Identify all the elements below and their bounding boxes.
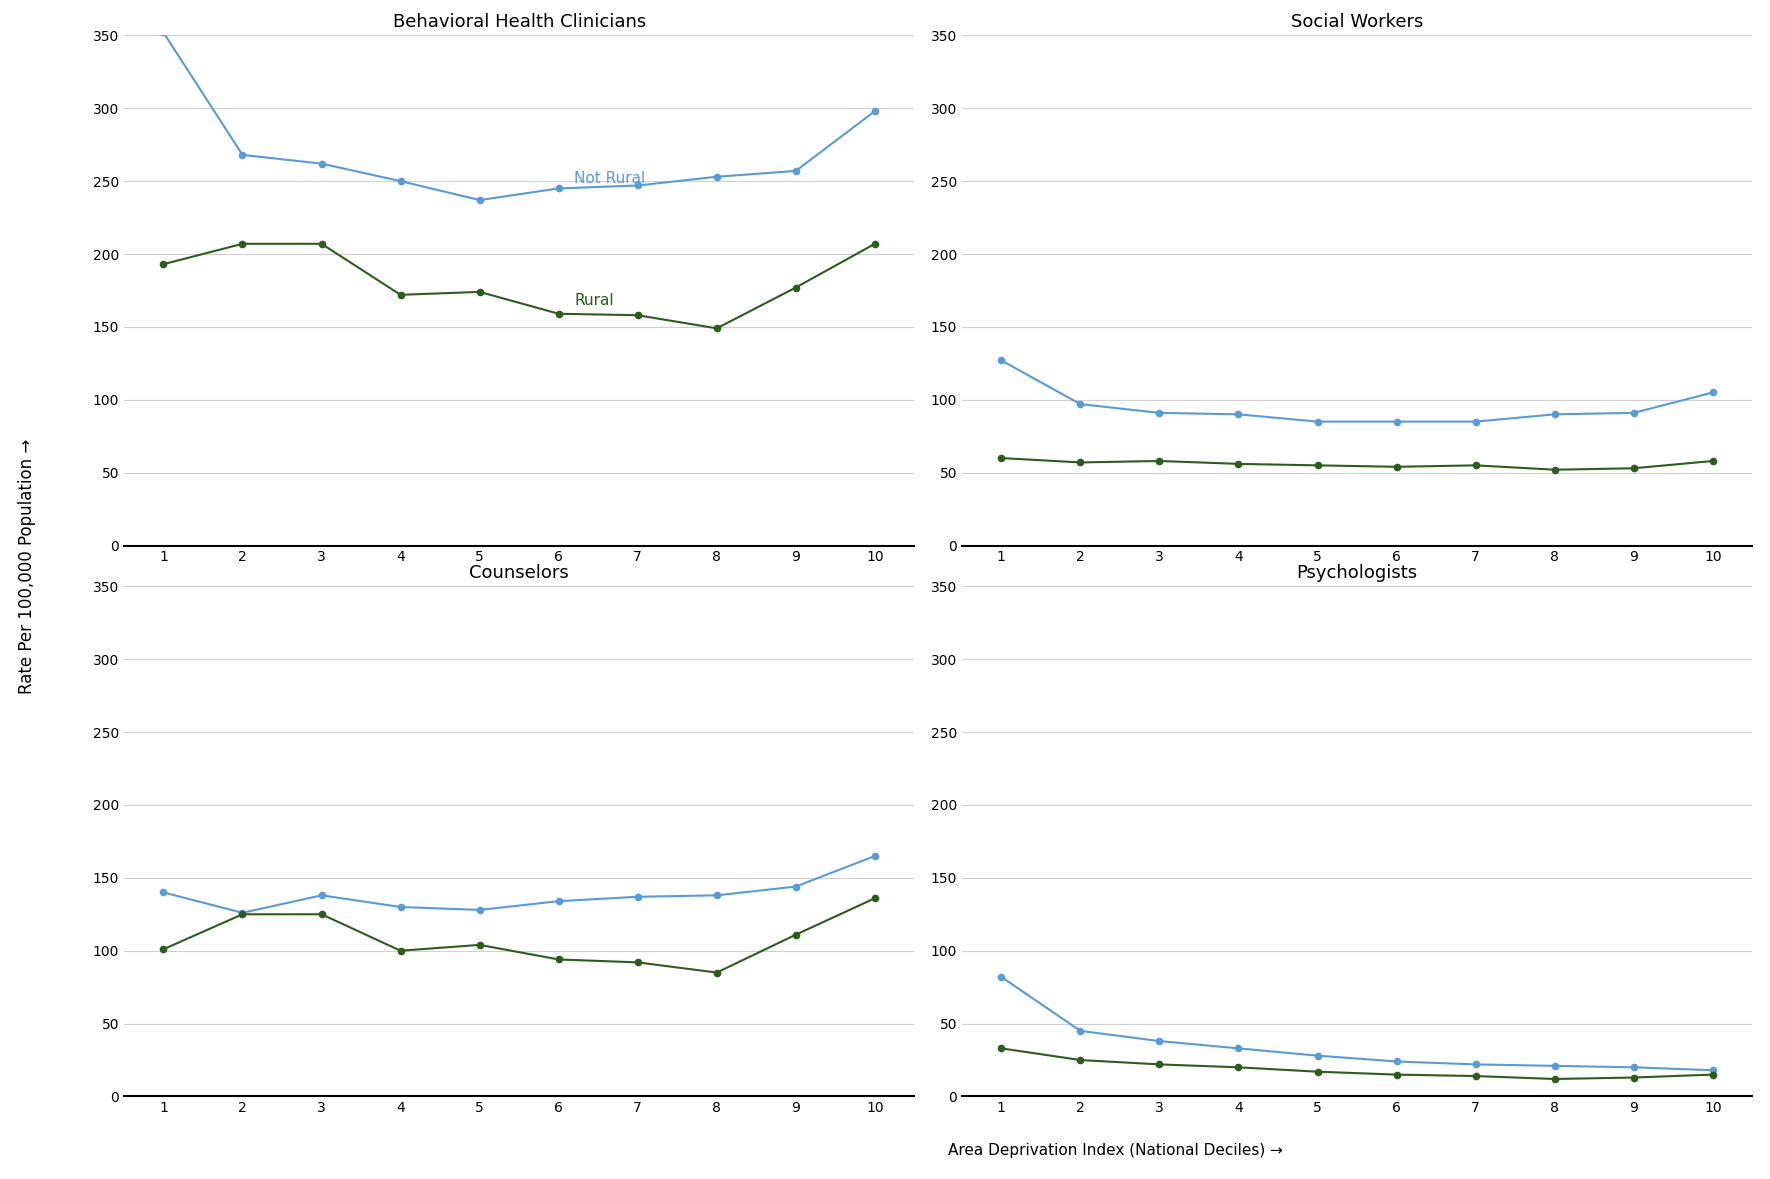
Title: Psychologists: Psychologists [1296, 564, 1418, 582]
Title: Social Workers: Social Workers [1290, 13, 1423, 31]
Text: Not Rural: Not Rural [575, 171, 646, 186]
Title: Counselors: Counselors [469, 564, 568, 582]
Title: Behavioral Health Clinicians: Behavioral Health Clinicians [393, 13, 646, 31]
Text: Area Deprivation Index (National Deciles) →: Area Deprivation Index (National Deciles… [947, 1142, 1283, 1158]
Text: Rate Per 100,000 Population →: Rate Per 100,000 Population → [18, 439, 35, 693]
Text: Rural: Rural [575, 294, 614, 308]
